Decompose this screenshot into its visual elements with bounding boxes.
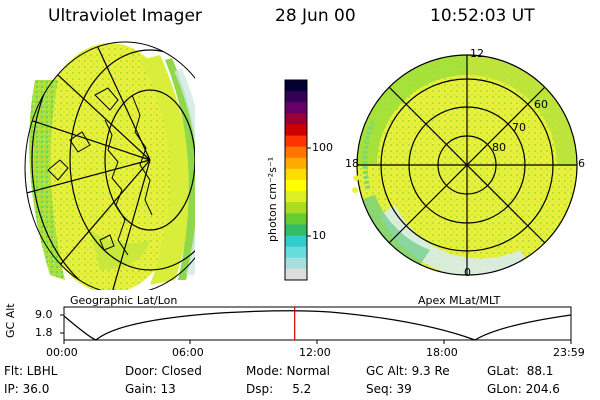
info-ip: IP: 36.0 [4,382,50,396]
colorbar-segment [285,180,307,192]
colorbar-segment [285,80,307,92]
colorbar-segment [285,157,307,170]
altitude-ylabel: GC Alt [4,303,17,338]
altitude-xtick-1200: 12:00 [299,346,331,359]
altitude-xtick-2359: 23:59 [553,346,585,359]
colorbar-frame [284,79,308,281]
colorbar-tick-10: 10 [312,229,326,242]
colorbar-segment [285,91,307,103]
polar-mlt-18: 18 [345,157,359,170]
date-label: 28 Jun 00 [275,6,356,26]
colorbar-segment [285,146,307,159]
geographic-image [24,41,195,290]
info-dsp: Dsp: 5.2 [246,382,312,396]
colorbar-segment [285,102,307,114]
colorbar-unit-label: photon cm⁻²s⁻¹ [266,156,279,242]
info-door: Door: Closed [125,364,202,378]
instrument-title: Ultraviolet Imager [48,6,202,26]
colorbar-segment [285,113,307,125]
altitude-xtick-1800: 18:00 [426,346,458,359]
info-filter: Flt: LBHL [4,364,58,378]
altitude-curve [63,310,572,341]
info-seq: Seq: 39 [366,382,412,396]
right-panel-caption: Apex MLat/MLT [418,294,501,307]
dayside-arc [352,120,376,193]
colorbar-segment [285,124,307,137]
polar-mlt-6: 6 [578,157,585,170]
colorbar-segment [285,191,307,203]
altitude-ytick-1-8: 1.8 [35,326,53,339]
polar-lat-60: 60 [534,98,548,111]
info-mode: Mode: Normal [246,364,330,378]
colorbar-segment [285,257,307,270]
colorbar-segment [285,235,307,248]
altitude-xtick-0600: 06:00 [172,346,204,359]
altitude-xtick-0000: 00:00 [46,346,78,359]
colorbar [285,80,307,281]
info-glat: GLat: 88.1 [487,364,554,378]
colorbar-segment [285,224,307,237]
time-label: 10:52:03 UT [430,6,535,26]
colorbar-segment [285,202,307,214]
left-panel-caption: Geographic Lat/Lon [70,294,178,307]
colorbar-segment [285,246,307,259]
info-gain: Gain: 13 [125,382,176,396]
polar-grid [356,54,578,276]
altitude-ticks [60,314,572,344]
altitude-ytick-9: 9.0 [35,308,53,321]
colorbar-segment [285,213,307,225]
colorbar-segment [285,168,307,181]
info-glon: GLon: 204.6 [487,382,560,396]
colorbar-segment [285,268,307,281]
coastlines [47,87,153,256]
polar-lat-70: 70 [512,121,526,134]
info-gc-alt: GC Alt: 9.3 Re [366,364,450,378]
polar-mlt-0: 0 [464,266,471,279]
colorbar-tick-100: 100 [312,141,333,154]
colorbar-segment [285,135,307,148]
polar-mlt-12: 12 [470,47,484,60]
polar-lat-80: 80 [492,141,506,154]
